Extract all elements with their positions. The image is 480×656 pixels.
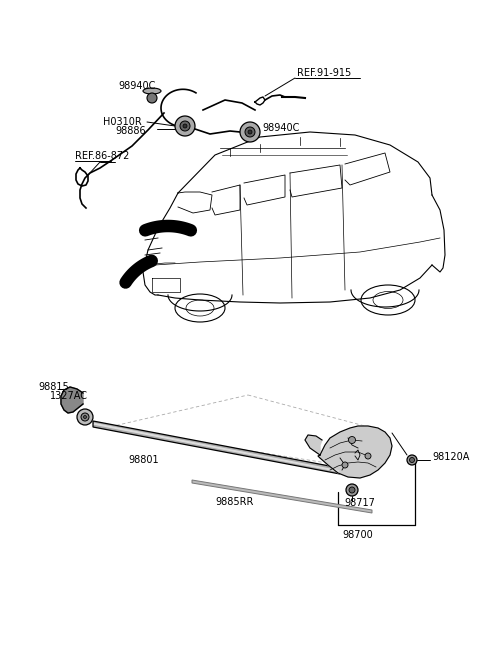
Circle shape [342,462,348,468]
Circle shape [248,130,252,134]
Circle shape [240,122,260,142]
Text: 98940C: 98940C [118,81,156,91]
Circle shape [365,453,371,459]
Ellipse shape [143,88,161,94]
Text: 9885RR: 9885RR [215,497,253,507]
Text: 98120A: 98120A [432,452,469,462]
Circle shape [407,455,417,465]
Polygon shape [61,387,83,413]
Text: 98815: 98815 [38,382,69,392]
Circle shape [183,124,187,128]
Text: 98700: 98700 [343,530,373,540]
Text: 1327AC: 1327AC [50,391,88,401]
Text: REF.91-915: REF.91-915 [297,68,351,78]
Text: 98717: 98717 [344,498,375,508]
Text: REF.86-872: REF.86-872 [75,151,130,161]
Circle shape [77,409,93,425]
Circle shape [348,436,356,443]
Circle shape [409,457,415,462]
Text: 98801: 98801 [128,455,158,465]
Text: H0310R: H0310R [103,117,142,127]
Polygon shape [93,421,340,474]
Circle shape [346,484,358,496]
Circle shape [349,487,355,493]
Circle shape [175,116,195,136]
Polygon shape [318,426,392,478]
Circle shape [180,121,190,131]
Polygon shape [192,480,372,513]
Text: 98940C: 98940C [262,123,300,133]
Circle shape [245,127,255,137]
Circle shape [147,93,157,103]
Circle shape [81,413,89,421]
Circle shape [84,415,86,419]
Polygon shape [305,435,322,455]
Text: 98886: 98886 [115,126,145,136]
